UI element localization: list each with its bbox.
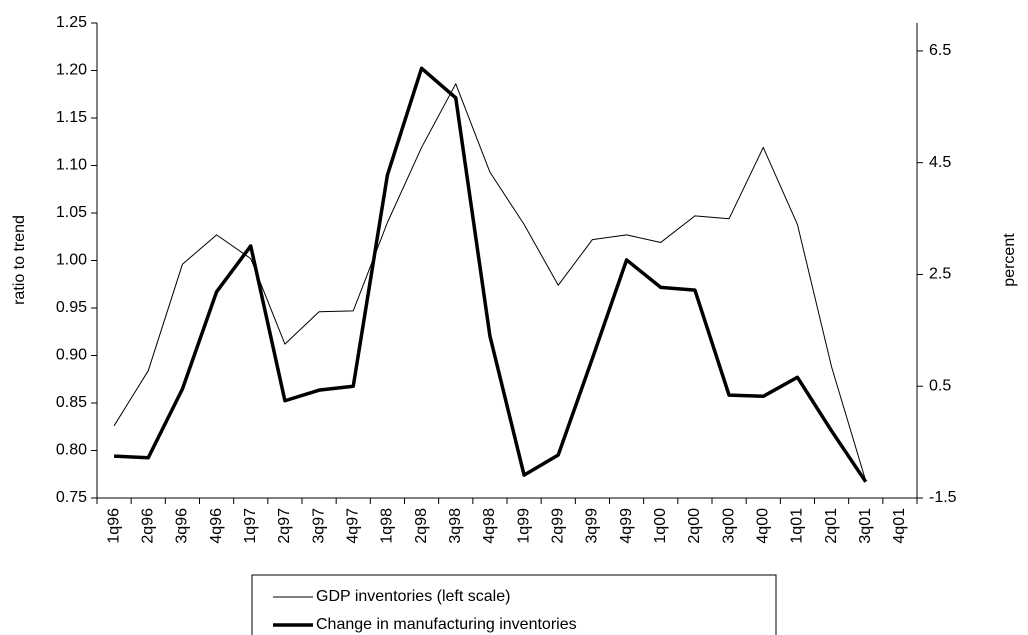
x-tick-label: 4q97 — [344, 508, 361, 544]
y-tick-label: 1.00 — [56, 252, 87, 269]
x-tick-label: 3q00 — [720, 508, 737, 544]
x-tick-label: 1q00 — [652, 508, 669, 544]
y-tick-label: 0.75 — [56, 489, 87, 506]
x-tick-label: 3q01 — [857, 508, 874, 544]
y-tick-label: 0.95 — [56, 299, 87, 316]
x-tick-label: 4q00 — [754, 508, 771, 544]
y2-axis-title: percent — [1001, 233, 1018, 287]
y2-tick-label: 0.5 — [929, 377, 951, 394]
x-tick-label: 1q97 — [242, 508, 259, 544]
x-tick-label: 2q98 — [413, 508, 430, 544]
x-tick-label: 3q99 — [584, 508, 601, 544]
x-tick-label: 1q98 — [379, 508, 396, 544]
x-tick-label: 1q99 — [515, 508, 532, 544]
x-tick-label: 2q97 — [276, 508, 293, 544]
y2-tick-label: 4.5 — [929, 154, 951, 171]
x-tick-label: 3q97 — [310, 508, 327, 544]
y2-tick-label: -1.5 — [929, 489, 957, 506]
x-tick-label: 2q99 — [549, 508, 566, 544]
x-tick-label: 4q98 — [481, 508, 498, 544]
y-tick-label: 1.20 — [56, 62, 87, 79]
y-tick-label: 1.05 — [56, 204, 87, 221]
x-tick-label: 2q00 — [686, 508, 703, 544]
legend-box — [251, 574, 777, 635]
y2-tick-label: 2.5 — [929, 266, 951, 283]
x-tick-label: 3q98 — [447, 508, 464, 544]
y-tick-label: 0.80 — [56, 442, 87, 459]
x-tick-label: 4q99 — [618, 508, 635, 544]
x-tick-label: 1q96 — [105, 508, 122, 544]
x-tick-label: 2q01 — [823, 508, 840, 544]
y-tick-label: 0.90 — [56, 347, 87, 364]
x-tick-label: 4q96 — [208, 508, 225, 544]
y-tick-label: 1.10 — [56, 157, 87, 174]
series-line — [113, 83, 867, 482]
y-tick-label: 1.25 — [56, 14, 87, 31]
x-tick-label: 4q01 — [891, 508, 908, 544]
legend-label: Change in manufacturing inventories — [316, 616, 577, 633]
y2-tick-label: 6.5 — [929, 42, 951, 59]
y-axis-title: ratio to trend — [11, 215, 28, 305]
y-tick-label: 1.15 — [56, 109, 87, 126]
legend-label: GDP inventories (left scale) — [316, 588, 510, 605]
x-tick-label: 1q01 — [789, 508, 806, 544]
x-tick-label: 2q96 — [139, 508, 156, 544]
series-line — [113, 66, 868, 483]
x-tick-label: 3q96 — [174, 508, 191, 544]
y-tick-label: 0.85 — [56, 394, 87, 411]
